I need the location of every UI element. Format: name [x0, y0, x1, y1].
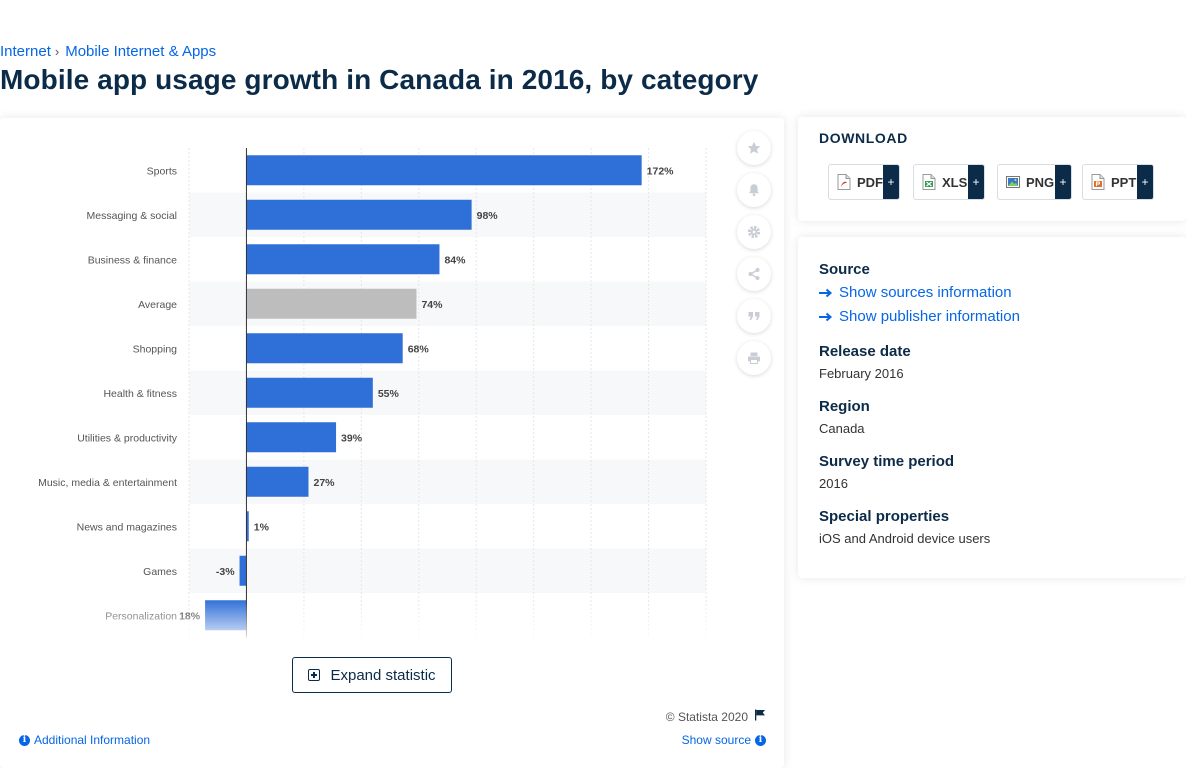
data-label: 55%: [378, 388, 400, 400]
additional-information-link[interactable]: i Additional Information: [19, 733, 150, 747]
region-value: Canada: [819, 421, 865, 436]
notify-button[interactable]: [737, 173, 771, 207]
bar: [246, 422, 337, 453]
breadcrumb-separator: ›: [54, 44, 60, 59]
bar: [239, 555, 247, 586]
statistic-details-panel: Source Show sources information Show pub…: [798, 237, 1186, 578]
show-sources-link[interactable]: Show sources information: [819, 284, 1012, 301]
xls-plus: +: [968, 165, 984, 199]
gear-icon: [747, 225, 761, 239]
bar: [246, 466, 309, 497]
bar: [246, 377, 373, 408]
category-label: News and magazines: [77, 521, 177, 533]
row-stripe: [189, 548, 706, 593]
info-icon: i: [19, 734, 30, 746]
survey-period-value: 2016: [819, 476, 848, 491]
breadcrumb-item-mobile-internet[interactable]: Mobile Internet & Apps: [65, 43, 217, 60]
png-plus: +: [1055, 165, 1071, 199]
pdf-file-icon: [837, 174, 851, 190]
copyright-text: © Statista 2020: [665, 709, 748, 724]
category-label: Sports: [147, 165, 177, 177]
download-ppt-button[interactable]: PPT +: [1082, 164, 1154, 200]
download-title: DOWNLOAD: [819, 130, 908, 146]
category-label: Shopping: [133, 343, 178, 355]
region-heading: Region: [819, 398, 870, 415]
download-pdf-button[interactable]: PDF +: [828, 164, 900, 200]
download-panel: DOWNLOAD PDF + XLS + PNG + PPT +: [798, 117, 1186, 221]
xls-label: XLS: [942, 174, 968, 190]
data-label: 27%: [313, 477, 335, 489]
bar: [246, 199, 472, 230]
png-label: PNG: [1026, 174, 1055, 190]
category-label: Messaging & social: [87, 210, 177, 222]
data-label: 68%: [408, 343, 430, 355]
chart-toolbar: [737, 131, 773, 383]
survey-period-heading: Survey time period: [819, 453, 955, 470]
breadcrumb: Internet › Mobile Internet & Apps: [0, 43, 216, 60]
release-date-heading: Release date: [819, 343, 911, 360]
bar: [246, 333, 403, 364]
print-button[interactable]: [737, 341, 771, 375]
bar: [246, 288, 417, 319]
pdf-label: PDF: [857, 174, 883, 190]
category-label: Business & finance: [88, 254, 177, 266]
print-icon: [748, 352, 760, 364]
release-date-value: February 2016: [819, 366, 904, 381]
data-label: -3%: [216, 566, 235, 578]
arrow-right-icon: [819, 288, 833, 297]
copyright: © Statista 2020: [666, 709, 766, 724]
show-publisher-label: Show publisher information: [839, 308, 1020, 325]
show-sources-label: Show sources information: [839, 284, 1012, 301]
bar: [246, 244, 440, 275]
expand-icon: [308, 669, 321, 681]
show-source-label: Show source: [681, 733, 751, 747]
chart-fade: [0, 599, 730, 640]
category-label: Music, media & entertainment: [38, 477, 177, 489]
pdf-plus: +: [883, 165, 899, 199]
data-label: 98%: [477, 210, 499, 222]
show-source-link[interactable]: Show source i: [682, 733, 766, 747]
special-properties-heading: Special properties: [819, 508, 950, 525]
xls-file-icon: [922, 174, 936, 190]
data-label: 172%: [647, 165, 675, 177]
settings-button[interactable]: [737, 215, 771, 249]
ppt-file-icon: [1091, 174, 1105, 190]
info-icon: i: [755, 734, 766, 746]
favorite-button[interactable]: [737, 131, 771, 165]
category-label: Health & fitness: [103, 388, 177, 400]
data-label: 84%: [444, 254, 466, 266]
download-png-button[interactable]: PNG +: [997, 164, 1072, 200]
cite-button[interactable]: [737, 299, 771, 333]
bar: [246, 511, 249, 542]
quote-icon: [748, 312, 760, 320]
additional-information-label: Additional Information: [34, 733, 151, 747]
breadcrumb-item-internet[interactable]: Internet: [0, 43, 51, 60]
png-file-icon: [1006, 176, 1020, 188]
category-label: Average: [138, 299, 177, 311]
chart-panel: Sports 172% Messaging & social 98% Business …: [0, 118, 784, 768]
bar-chart: Sports 172% Messaging & social 98% Business …: [0, 148, 730, 640]
share-button[interactable]: [737, 257, 771, 291]
category-label: Utilities & productivity: [77, 432, 178, 444]
arrow-right-icon: [819, 312, 833, 321]
source-heading: Source: [819, 261, 870, 278]
show-publisher-link[interactable]: Show publisher information: [819, 308, 1020, 325]
ppt-plus: +: [1137, 165, 1153, 199]
star-icon: [747, 141, 761, 154]
bar: [246, 155, 642, 186]
expand-label: Expand statistic: [330, 666, 436, 684]
data-label: 1%: [254, 521, 270, 533]
category-label: Games: [143, 566, 177, 578]
expand-statistic-button[interactable]: Expand statistic: [292, 657, 452, 693]
data-label: 39%: [341, 432, 363, 444]
page-title: Mobile app usage growth in Canada in 201…: [0, 64, 759, 95]
flag-icon[interactable]: [754, 709, 766, 724]
bell-icon: [749, 184, 759, 197]
data-label: 74%: [421, 299, 443, 311]
download-xls-button[interactable]: XLS +: [913, 164, 985, 200]
share-icon: [748, 268, 760, 280]
special-properties-value: iOS and Android device users: [819, 531, 991, 546]
ppt-label: PPT: [1111, 174, 1137, 190]
